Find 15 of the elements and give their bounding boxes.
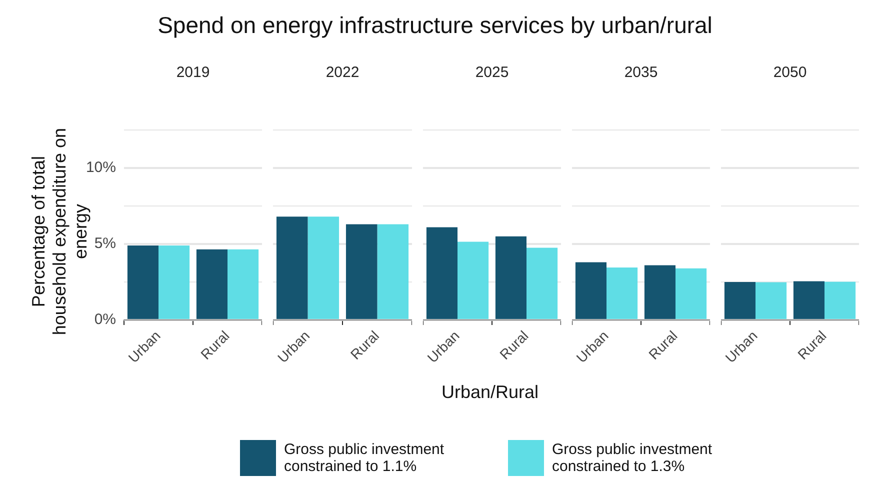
x-axis-title: Urban/Rural: [440, 382, 540, 403]
chart-subtitle: 2050: [772, 64, 808, 81]
chart-subtitle: 2025: [474, 64, 510, 81]
chart-subtitle: 2019: [175, 64, 211, 81]
y-tick-label: 0%: [94, 311, 116, 328]
text: Spend on energy infrastructure services by urban/rural: [156, 12, 714, 39]
chart-subtitle: 2035: [623, 64, 659, 81]
legend-label: Gross public investment constrained to 1.1%: [284, 441, 446, 475]
legend-label: Gross public investment constrained to 1.3%: [552, 441, 714, 475]
y-tick-label: 5%: [94, 235, 116, 252]
bar: [426, 227, 458, 319]
bar: [458, 242, 489, 319]
bar: [495, 236, 526, 319]
bar: [526, 248, 558, 319]
chart-subtitle: 2022: [324, 64, 360, 81]
